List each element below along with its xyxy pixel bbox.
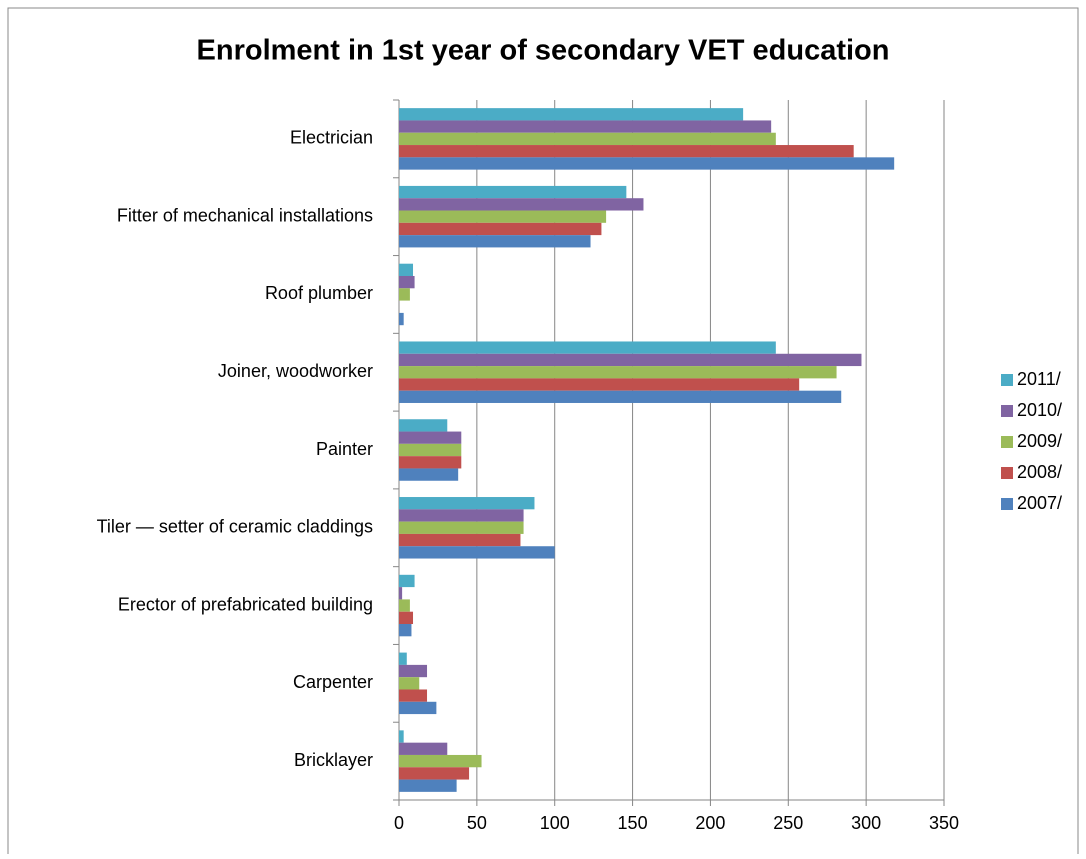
legend-swatch — [1001, 405, 1013, 417]
bar — [399, 341, 776, 354]
x-tick-label: 300 — [851, 813, 881, 833]
bar — [399, 754, 482, 768]
bar — [399, 185, 627, 199]
bar — [399, 275, 415, 289]
bar — [399, 120, 772, 133]
bar — [399, 521, 524, 534]
x-tick-label: 0 — [394, 813, 404, 833]
bar — [399, 701, 437, 715]
legend-label: 2010/ — [1017, 400, 1062, 420]
bar — [399, 742, 448, 755]
x-tick-label: 150 — [618, 813, 648, 833]
bar — [399, 546, 555, 559]
bar — [399, 312, 404, 326]
y-tick-label: Erector of prefabricated building — [118, 594, 373, 614]
bar — [399, 390, 842, 403]
bar — [399, 624, 412, 637]
legend-swatch — [1001, 374, 1013, 386]
bar — [399, 263, 414, 276]
bar — [399, 157, 895, 170]
bar — [399, 599, 410, 612]
bar — [399, 509, 524, 522]
x-tick-label: 250 — [773, 813, 803, 833]
bar — [399, 468, 459, 481]
bar — [399, 611, 414, 625]
bar — [399, 366, 837, 379]
bar — [399, 456, 462, 469]
y-tick-label: Bricklayer — [294, 750, 373, 770]
y-tick-label: Tiler — setter of ceramic claddings — [97, 517, 373, 537]
y-tick-label: Carpenter — [293, 672, 373, 692]
legend-label: 2009/ — [1017, 431, 1062, 451]
y-tick-label: Electrician — [290, 128, 373, 148]
y-tick-label: Joiner, woodworker — [218, 361, 373, 381]
bar — [399, 730, 404, 743]
legend-label: 2011/ — [1017, 369, 1061, 389]
bar — [399, 443, 462, 457]
bar — [399, 235, 591, 248]
bar — [399, 198, 644, 211]
bar — [399, 574, 415, 588]
bar — [399, 222, 602, 236]
y-tick-label: Fitter of mechanical installations — [117, 205, 373, 225]
bar — [399, 587, 403, 600]
bar — [399, 533, 521, 547]
y-tick-label: Painter — [316, 439, 373, 459]
legend-swatch — [1001, 467, 1013, 479]
bar — [399, 378, 800, 391]
legend-swatch — [1001, 498, 1013, 510]
x-tick-label: 350 — [929, 813, 959, 833]
bar — [399, 677, 420, 690]
chart-title: Enrolment in 1st year of secondary VET e… — [197, 35, 890, 67]
bar — [399, 431, 462, 444]
bar — [399, 767, 470, 780]
bar — [399, 419, 448, 432]
bar — [399, 689, 428, 702]
bar — [399, 145, 854, 158]
legend-label: 2007/ — [1017, 493, 1062, 513]
x-tick-label: 100 — [540, 813, 570, 833]
bar — [399, 288, 410, 301]
bar — [399, 132, 776, 146]
bar — [399, 210, 607, 223]
bar — [399, 779, 457, 792]
legend-label: 2008/ — [1017, 462, 1062, 482]
legend-swatch — [1001, 436, 1013, 448]
x-tick-label: 50 — [467, 813, 487, 833]
bar — [399, 664, 428, 678]
x-tick-label: 200 — [695, 813, 725, 833]
bar — [399, 497, 535, 510]
y-tick-label: Roof plumber — [265, 283, 373, 303]
bar — [399, 108, 744, 121]
bar — [399, 652, 407, 665]
bar — [399, 353, 862, 367]
